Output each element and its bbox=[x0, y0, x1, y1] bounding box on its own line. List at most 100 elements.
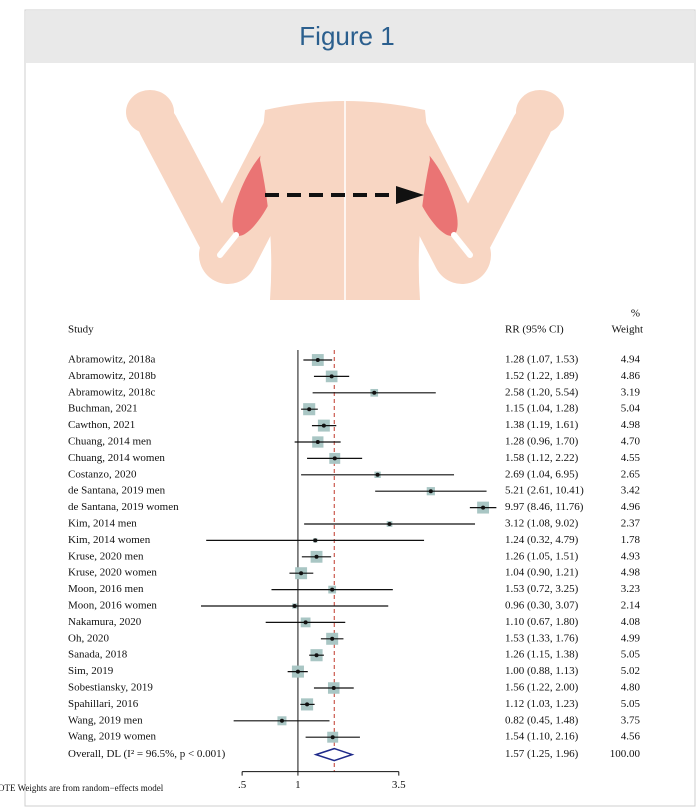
point-estimate bbox=[333, 456, 337, 460]
ci-label: 2.69 (1.04, 6.95) bbox=[505, 468, 579, 480]
study-label: Moon, 2016 men bbox=[68, 583, 144, 595]
point-estimate bbox=[307, 407, 311, 411]
point-estimate bbox=[330, 374, 334, 378]
point-estimate bbox=[299, 571, 303, 575]
overall-ci-label: 1.57 (1.25, 1.96) bbox=[505, 748, 579, 760]
ci-label: 1.24 (0.32, 4.79) bbox=[505, 534, 579, 546]
weight-label: 4.08 bbox=[621, 616, 641, 628]
ci-label: 1.28 (0.96, 1.70) bbox=[505, 436, 579, 448]
ci-label: 1.28 (1.07, 1.53) bbox=[505, 354, 579, 366]
ci-label: 1.00 (0.88, 1.13) bbox=[505, 665, 579, 677]
weight-label: 4.94 bbox=[621, 354, 641, 366]
weight-label: 4.80 bbox=[621, 682, 641, 694]
column-header: Weight bbox=[612, 324, 644, 336]
ci-label: 1.12 (1.03, 1.23) bbox=[505, 698, 579, 710]
study-label: Nakamura, 2020 bbox=[68, 616, 142, 628]
weight-label: 3.23 bbox=[621, 583, 641, 595]
study-label: Cawthon, 2021 bbox=[68, 419, 135, 431]
ci-label: 5.21 (2.61, 10.41) bbox=[505, 485, 584, 497]
ci-label: 1.26 (1.05, 1.51) bbox=[505, 550, 579, 562]
point-estimate bbox=[330, 588, 334, 592]
point-estimate bbox=[330, 637, 334, 641]
weight-label: 4.98 bbox=[621, 419, 641, 431]
point-estimate bbox=[304, 620, 308, 624]
weight-label: 2.65 bbox=[621, 468, 641, 480]
ci-label: 1.53 (0.72, 3.25) bbox=[505, 583, 579, 595]
study-label: de Santana, 2019 men bbox=[68, 485, 166, 497]
study-label: Kruse, 2020 men bbox=[68, 550, 144, 562]
study-label: Sobestiansky, 2019 bbox=[68, 682, 153, 694]
study-label: Abramowitz, 2018c bbox=[68, 386, 155, 398]
study-label: Kim, 2014 men bbox=[68, 518, 137, 530]
point-estimate bbox=[429, 489, 433, 493]
weight-label: 2.37 bbox=[621, 518, 641, 530]
weight-label: 3.42 bbox=[621, 485, 640, 497]
point-estimate bbox=[388, 522, 392, 526]
ci-label: 2.58 (1.20, 5.54) bbox=[505, 386, 579, 398]
point-estimate bbox=[372, 391, 376, 395]
point-estimate bbox=[293, 604, 297, 608]
point-estimate bbox=[331, 735, 335, 739]
weight-label: 5.05 bbox=[621, 698, 641, 710]
weight-label: 4.96 bbox=[621, 501, 641, 513]
weight-label: 4.55 bbox=[621, 452, 641, 464]
overall-label: Overall, DL (I² = 96.5%, p < 0.001) bbox=[68, 748, 226, 760]
ci-label: 1.10 (0.67, 1.80) bbox=[505, 616, 579, 628]
point-estimate bbox=[316, 440, 320, 444]
x-tick-label: 1 bbox=[295, 779, 301, 791]
x-tick-label: .5 bbox=[238, 779, 247, 791]
point-estimate bbox=[313, 538, 317, 542]
point-estimate bbox=[315, 653, 319, 657]
ci-label: 3.12 (1.08, 9.02) bbox=[505, 518, 579, 530]
weight-label: 4.99 bbox=[621, 632, 641, 644]
point-estimate bbox=[296, 670, 300, 674]
study-label: Wang, 2019 women bbox=[68, 731, 157, 743]
point-estimate bbox=[305, 702, 309, 706]
weight-label: 3.75 bbox=[621, 714, 641, 726]
study-label: Wang, 2019 men bbox=[68, 714, 143, 726]
study-label: Buchman, 2021 bbox=[68, 403, 138, 415]
ci-label: 1.54 (1.10, 2.16) bbox=[505, 731, 579, 743]
point-estimate bbox=[322, 424, 326, 428]
study-label: Abramowitz, 2018b bbox=[68, 370, 156, 382]
weight-label: 5.05 bbox=[621, 649, 641, 661]
ci-label: 1.26 (1.15, 1.38) bbox=[505, 649, 579, 661]
column-header: % bbox=[631, 308, 640, 320]
weight-label: 5.02 bbox=[621, 665, 640, 677]
point-estimate bbox=[376, 473, 380, 477]
point-estimate bbox=[280, 719, 284, 723]
study-label: Kim, 2014 women bbox=[68, 534, 151, 546]
study-label: Abramowitz, 2018a bbox=[68, 354, 155, 366]
study-label: Chuang, 2014 women bbox=[68, 452, 165, 464]
study-label: Chuang, 2014 men bbox=[68, 436, 152, 448]
study-label: Sim, 2019 bbox=[68, 665, 114, 677]
point-estimate bbox=[315, 555, 319, 559]
study-label: Moon, 2016 women bbox=[68, 600, 157, 612]
ci-label: 1.04 (0.90, 1.21) bbox=[505, 567, 579, 579]
weight-label: 1.78 bbox=[621, 534, 641, 546]
ci-label: 1.38 (1.19, 1.61) bbox=[505, 419, 579, 431]
study-label: Oh, 2020 bbox=[68, 632, 109, 644]
weight-label: 2.14 bbox=[621, 600, 641, 612]
point-estimate bbox=[481, 506, 485, 510]
ci-label: 1.53 (1.33, 1.76) bbox=[505, 632, 579, 644]
ci-label: 1.58 (1.12, 2.22) bbox=[505, 452, 579, 464]
ci-label: 9.97 (8.46, 11.76) bbox=[505, 501, 584, 513]
weight-label: 4.86 bbox=[621, 370, 641, 382]
point-estimate bbox=[332, 686, 336, 690]
study-label: Sanada, 2018 bbox=[68, 649, 128, 661]
ci-label: 1.52 (1.22, 1.89) bbox=[505, 370, 579, 382]
column-header: RR (95% CI) bbox=[505, 324, 564, 336]
weight-label: 3.19 bbox=[621, 386, 641, 398]
weight-label: 4.98 bbox=[621, 567, 641, 579]
ci-label: 1.15 (1.04, 1.28) bbox=[505, 403, 579, 415]
ci-label: 0.82 (0.45, 1.48) bbox=[505, 714, 579, 726]
weight-label: 4.70 bbox=[621, 436, 641, 448]
study-label: de Santana, 2019 women bbox=[68, 501, 179, 513]
footnote: OTE Weights are from random−effects mode… bbox=[0, 783, 164, 793]
ci-label: 1.56 (1.22, 2.00) bbox=[505, 682, 579, 694]
study-label: Costanzo, 2020 bbox=[68, 468, 137, 480]
ci-label: 0.96 (0.30, 3.07) bbox=[505, 600, 579, 612]
overall-weight-label: 100.00 bbox=[610, 748, 641, 760]
study-label: Kruse, 2020 women bbox=[68, 567, 157, 579]
